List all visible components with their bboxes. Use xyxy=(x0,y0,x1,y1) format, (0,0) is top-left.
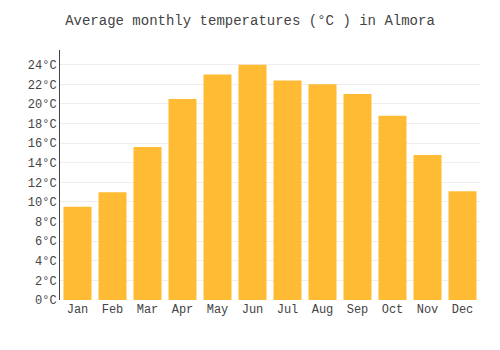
svg-text:20°C: 20°C xyxy=(28,98,57,112)
svg-text:6°C: 6°C xyxy=(35,235,57,249)
svg-text:0°C: 0°C xyxy=(35,294,57,308)
svg-text:24°C: 24°C xyxy=(28,59,57,73)
svg-text:Oct: Oct xyxy=(382,303,404,317)
svg-text:Jun: Jun xyxy=(242,303,264,317)
svg-text:Aug: Aug xyxy=(312,303,334,317)
svg-text:22°C: 22°C xyxy=(28,79,57,93)
svg-text:Dec: Dec xyxy=(452,303,474,317)
svg-text:May: May xyxy=(207,303,229,317)
svg-text:Average monthly temperatures (: Average monthly temperatures (°C ) in Al… xyxy=(65,13,435,29)
svg-text:Apr: Apr xyxy=(172,303,194,317)
svg-text:Nov: Nov xyxy=(417,303,439,317)
svg-text:8°C: 8°C xyxy=(35,216,57,230)
svg-text:Jan: Jan xyxy=(67,303,89,317)
svg-text:10°C: 10°C xyxy=(28,196,57,210)
svg-text:Mar: Mar xyxy=(137,303,159,317)
svg-text:16°C: 16°C xyxy=(28,137,57,151)
svg-text:Feb: Feb xyxy=(102,303,124,317)
svg-text:Sep: Sep xyxy=(347,303,369,317)
svg-text:12°C: 12°C xyxy=(28,177,57,191)
svg-text:4°C: 4°C xyxy=(35,255,57,269)
svg-text:14°C: 14°C xyxy=(28,157,57,171)
svg-text:18°C: 18°C xyxy=(28,118,57,132)
svg-text:Jul: Jul xyxy=(277,303,299,317)
svg-text:2°C: 2°C xyxy=(35,275,57,289)
